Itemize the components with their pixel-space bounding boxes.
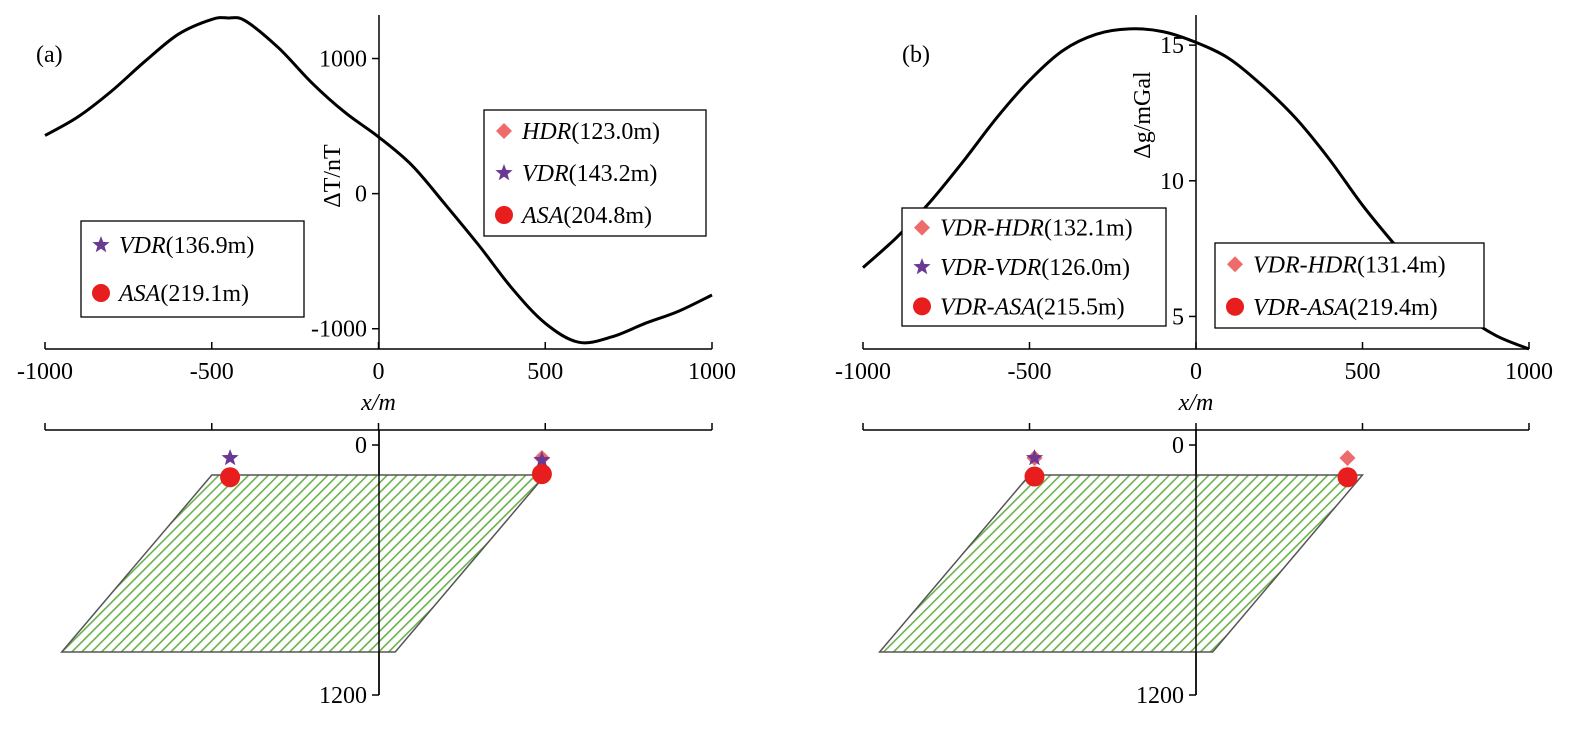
legend-box [483,109,707,237]
legend-depth: (123.0m) [571,119,660,145]
legend-star-marker [495,164,513,181]
legend-box [1214,242,1485,329]
legend-method: VDR [522,161,569,187]
y-tick-label: -1000 [311,317,367,343]
depth-tick-label: 0 [1172,433,1184,459]
y-tick-label: 5 [1172,304,1184,330]
x-tick-label: -500 [1008,359,1052,385]
legend-method: VDR-ASA [1253,295,1349,321]
legend-circle-marker [913,297,931,316]
legend-circle-marker [92,284,110,302]
panel-a: -1000 -500 0 500 1000x/m-100001000ΔT/nT(a)VD… [17,15,736,709]
depth-tick-label: 0 [355,433,367,459]
legend-method: ASA [117,281,161,307]
legend-diamond-marker [1227,256,1243,273]
legend-label: VDR-HDR(132.1m) [940,216,1133,242]
legend-circle-marker [495,206,513,224]
legend-label: ASA(219.1m) [117,281,249,307]
depth-tick-label: 1200 [1136,683,1184,709]
x-tick-label: 0 [373,359,385,385]
legend-depth: (132.1m) [1044,216,1133,242]
legend-depth: (215.5m) [1036,294,1125,320]
x-axis-title: x/m [360,390,396,416]
model-diamond-marker [1339,450,1356,466]
anomaly-curve [44,16,713,345]
model-section: 04008001200深度/m [44,423,713,709]
legend-label: VDR-ASA(219.4m) [1253,295,1438,321]
legend-label: ASA(204.8m) [520,203,652,229]
legend-method: VDR-HDR [940,216,1044,242]
y-axis-title: Δg/mGal [1130,71,1156,159]
model-circle-marker [1024,466,1045,487]
legend-left: VDR-HDR(132.1m)VDR-VDR(126.0m)VDR-ASA(21… [901,207,1167,327]
x-tick-label: 0 [1190,359,1202,385]
legend-label: VDR(143.2m) [522,161,657,187]
y-tick-label: 1000 [319,47,367,73]
y-tick-label: 0 [355,182,367,208]
source-body [877,474,1365,653]
legend-depth: (131.4m) [1357,252,1446,278]
legend-method: VDR [119,233,166,259]
x-tick-label: 1000 [688,359,736,385]
legend-depth: (219.4m) [1349,295,1438,321]
legend-depth: (219.1m) [160,281,249,307]
legend-depth: (204.8m) [563,203,652,229]
x-tick-label: 1000 [1505,359,1553,385]
x-axis-title: x/m [1178,390,1214,416]
legend-depth: (143.2m) [569,161,658,187]
legend-label: VDR(136.9m) [119,233,254,259]
x-tick-label: -1000 [835,359,891,385]
legend-right: HDR(123.0m)VDR(143.2m)ASA(204.8m) [483,109,707,237]
legend-box [80,220,305,318]
panel-label: (a) [36,42,63,68]
depth-tick-label: 1200 [319,683,367,709]
model-circle-marker [220,467,241,488]
legend-method: VDR-HDR [1253,252,1357,278]
x-tick-label: -1000 [17,359,73,385]
legend-depth: (136.9m) [166,233,255,259]
legend-circle-marker [1226,297,1244,316]
panel-label: (b) [902,42,930,68]
legend-label: VDR-HDR(131.4m) [1253,252,1446,278]
model-star-marker [1025,449,1044,466]
legend-left: VDR(136.9m)ASA(219.1m) [80,220,305,318]
source-body [60,474,547,653]
legend-star-marker [913,258,931,275]
legend-label: HDR(123.0m) [521,119,660,145]
y-tick-label: 10 [1160,169,1184,195]
panel-b: -1000 -500 0 500 1000x/m51015Δg/mGal(b)VDR-H… [835,15,1553,709]
legend-depth: (126.0m) [1041,255,1130,281]
legend-label: VDR-VDR(126.0m) [940,255,1130,281]
model-star-marker [221,449,239,466]
legend-diamond-marker [914,219,930,236]
model-circle-marker [531,464,552,485]
legend-method: VDR-ASA [940,294,1036,320]
x-tick-label: 500 [1345,359,1381,385]
legend-box [901,207,1167,327]
legend-star-marker [92,236,110,253]
x-tick-label: 500 [527,359,563,385]
model-section: 04008001200深度/m [862,423,1530,709]
model-circle-marker [1337,467,1358,488]
legend-method: HDR [521,119,572,145]
y-axis-title: ΔT/nT [320,144,346,208]
legend-method: ASA [520,203,564,229]
legend-method: VDR-VDR [940,255,1042,281]
legend-right: VDR-HDR(131.4m) VDR-ASA(219.4m) [1214,242,1485,329]
x-tick-label: -500 [190,359,234,385]
legend-label: VDR-ASA(215.5m) [940,294,1125,320]
legend-diamond-marker [496,123,512,139]
model-star-marker [533,451,551,468]
